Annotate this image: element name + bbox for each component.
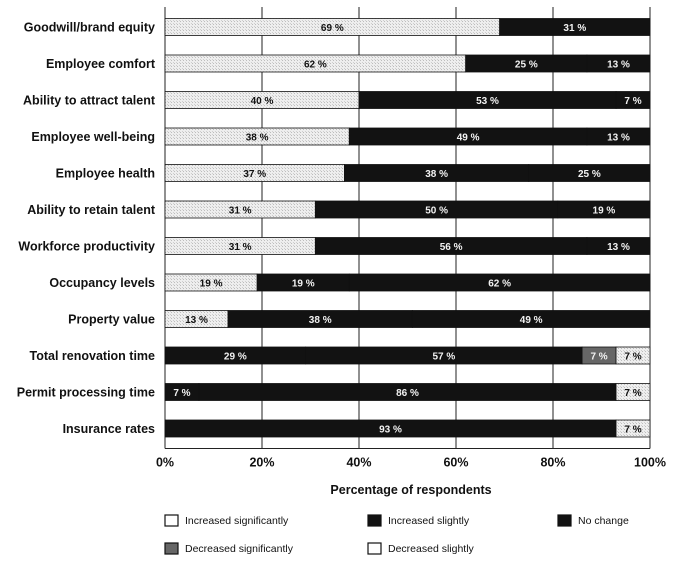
bar-segment [615, 383, 651, 401]
category-label: Property value [68, 313, 155, 327]
bar-segment [615, 346, 651, 365]
data-label: 7 % [624, 352, 641, 363]
data-label: 38 % [246, 133, 269, 144]
data-label: 13 % [607, 242, 630, 253]
legend-swatch [367, 514, 382, 527]
data-label: 13 % [185, 315, 208, 326]
bars-layer: 69 % 31 % 62 % 25 % 13 % 40 % 53 % 7 % 38 % 49 % 1… [164, 18, 651, 438]
legend: Increased significantly Increased slightl… [164, 514, 629, 555]
data-label: 37 % [243, 169, 266, 180]
legend-label: No change [578, 515, 629, 527]
data-label: 31 % [229, 242, 252, 253]
category-label: Total renovation time [30, 349, 156, 363]
bar-segment [411, 310, 651, 328]
x-tick-label: 20% [249, 456, 274, 470]
data-label: 49 % [457, 133, 480, 144]
data-label: 7 % [624, 388, 641, 399]
bar-segment [586, 54, 651, 73]
bar-segment [586, 127, 651, 146]
category-label: Goodwill/brand equity [24, 21, 155, 35]
legend-label: Decreased slightly [388, 543, 475, 555]
data-label: 13 % [607, 60, 630, 71]
data-label: 49 % [520, 315, 543, 326]
bar-segment [586, 237, 651, 255]
data-label: 25 % [515, 60, 538, 71]
data-label: 38 % [425, 169, 448, 180]
category-label: Workforce productivity [18, 240, 155, 254]
grid-layer [164, 7, 651, 449]
x-tick-label: 60% [443, 456, 468, 470]
data-label: 50 % [425, 206, 448, 217]
legend-swatch [557, 514, 572, 527]
x-axis-title: Percentage of respondents [330, 483, 491, 497]
data-label: 29 % [224, 352, 247, 363]
bar-segment [348, 273, 651, 292]
x-axis: 0% 20% 40% 60% 80% 100% [156, 448, 666, 470]
category-label: Employee health [56, 167, 155, 181]
data-label: 62 % [488, 279, 511, 290]
x-tick-label: 40% [346, 456, 371, 470]
data-label: 57 % [432, 352, 455, 363]
data-label: 19 % [292, 279, 315, 290]
data-label: 38 % [309, 315, 332, 326]
category-labels: Goodwill/brand equity Employee comfort Abi… [17, 21, 156, 437]
data-label: 40 % [251, 96, 274, 107]
data-label: 53 % [476, 96, 499, 107]
bar-segment [499, 18, 651, 36]
data-label: 7 % [173, 388, 190, 399]
data-label: 19 % [200, 279, 223, 290]
data-label: 19 % [593, 206, 616, 217]
legend-label: Increased slightly [388, 515, 470, 527]
bar-segment [528, 164, 651, 182]
category-label: Insurance rates [63, 422, 155, 436]
data-label: 7 % [624, 96, 641, 107]
data-label: 69 % [321, 23, 344, 34]
data-label: 62 % [304, 60, 327, 71]
data-label: 25 % [578, 169, 601, 180]
data-label: 86 % [396, 388, 419, 399]
data-label: 93 % [379, 425, 402, 436]
bar-segment [615, 419, 651, 438]
legend-swatch [367, 542, 382, 555]
x-tick-label: 0% [156, 456, 174, 470]
x-tick-label: 100% [634, 456, 666, 470]
bar-segment [615, 91, 651, 109]
legend-swatch [164, 542, 179, 555]
data-label: 31 % [563, 23, 586, 34]
legend-label: Decreased significantly [185, 543, 294, 555]
legend-swatch [164, 514, 179, 527]
data-label: 31 % [229, 206, 252, 217]
bar-segment [557, 200, 651, 219]
data-label: 7 % [590, 352, 607, 363]
data-label: 13 % [607, 133, 630, 144]
x-tick-label: 80% [540, 456, 565, 470]
category-label: Occupancy levels [49, 276, 155, 290]
data-label: 56 % [440, 242, 463, 253]
category-label: Permit processing time [17, 386, 155, 400]
category-label: Ability to attract talent [23, 94, 156, 108]
category-label: Employee comfort [46, 57, 156, 71]
data-label: 7 % [624, 425, 641, 436]
category-label: Employee well-being [31, 130, 155, 144]
legend-label: Increased significantly [185, 515, 289, 527]
category-label: Ability to retain talent [27, 203, 156, 217]
